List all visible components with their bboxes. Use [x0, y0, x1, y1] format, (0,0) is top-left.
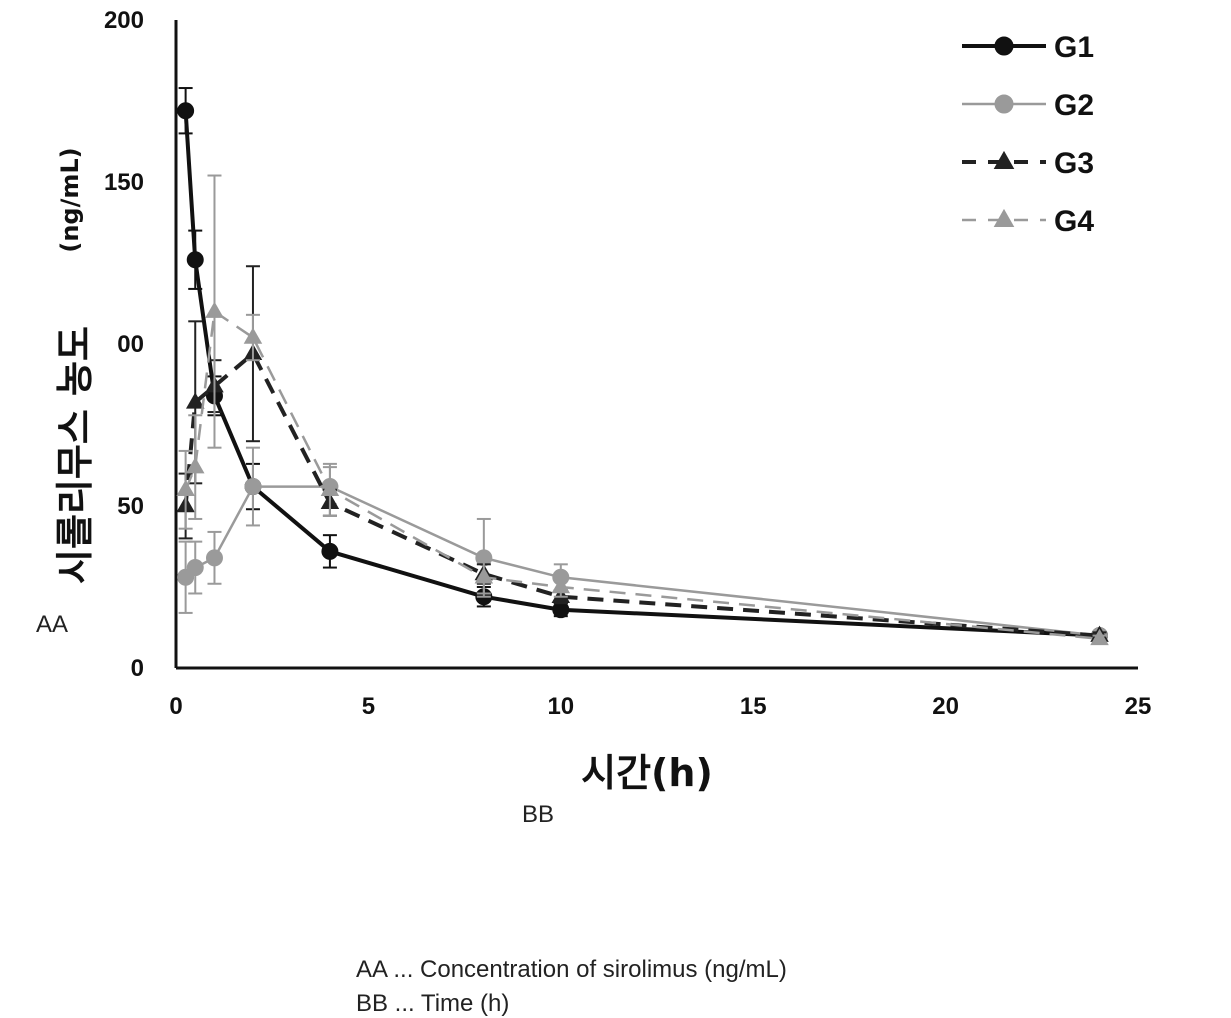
- footnote-aa: AA ... Concentration of sirolimus (ng/mL…: [356, 956, 787, 984]
- series-line: [186, 312, 1100, 639]
- legend-item-g3: G3: [962, 147, 1094, 180]
- y-tick-label: 50: [117, 493, 144, 520]
- y-tick-label: 150: [104, 169, 144, 196]
- x-tick-label: 5: [362, 693, 375, 720]
- legend-item-g1: G1: [962, 31, 1094, 64]
- data-point: [995, 95, 1013, 113]
- legend-label: G1: [1054, 31, 1094, 64]
- data-point: [245, 329, 262, 344]
- data-point: [187, 252, 203, 268]
- legend-item-g4: G4: [962, 205, 1094, 238]
- y-tick-label: 00: [117, 331, 144, 358]
- series-layer: [177, 88, 1108, 645]
- x-tick-label: 20: [932, 693, 959, 720]
- legend-label: G2: [1054, 89, 1094, 122]
- y-axis-title: 시롤리무스 농도: [53, 326, 97, 584]
- series-g1: [178, 88, 1108, 644]
- series-line: [186, 111, 1100, 636]
- data-point: [995, 210, 1014, 227]
- x-axis-title: 시간(h): [581, 751, 713, 795]
- data-point: [187, 560, 203, 576]
- legend-item-g2: G2: [962, 89, 1094, 122]
- series-g4: [177, 176, 1108, 645]
- data-point: [178, 103, 194, 119]
- y-axis-unit: (ng/mL): [56, 147, 84, 252]
- data-point: [206, 303, 223, 318]
- data-point: [995, 37, 1013, 55]
- legend: G1 G2 G3 G4: [962, 31, 1094, 238]
- x-tick-label: 15: [740, 693, 767, 720]
- x-tick-label: 10: [547, 693, 574, 720]
- data-point: [245, 479, 261, 495]
- y-tick-label: 0: [131, 655, 144, 682]
- y-tick-label: 200: [104, 7, 144, 34]
- x-tick-label: 25: [1125, 693, 1152, 720]
- x-tick-label: 0: [169, 693, 182, 720]
- bb-tag: BB: [522, 801, 554, 829]
- legend-label: G4: [1054, 205, 1094, 238]
- legend-label: G3: [1054, 147, 1094, 180]
- data-point: [206, 550, 222, 566]
- footnote-bb: BB ... Time (h): [356, 990, 509, 1018]
- data-point: [322, 543, 338, 559]
- aa-tag: AA: [36, 611, 68, 639]
